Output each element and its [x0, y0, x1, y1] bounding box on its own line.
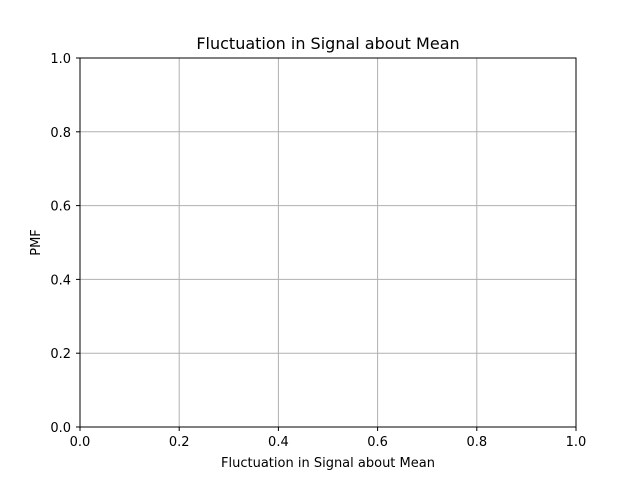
chart-title: Fluctuation in Signal about Mean [196, 34, 459, 53]
y-axis-label: PMF [29, 229, 44, 256]
grid-layer [79, 57, 577, 428]
x-tick-label: 0.8 [466, 435, 487, 450]
x-tick-label: 0.2 [169, 435, 190, 450]
x-tick-label: 1.0 [566, 435, 587, 450]
y-tick-label: 0.0 [50, 421, 71, 436]
y-tick-label: 0.2 [50, 347, 71, 362]
plot-frame [79, 57, 577, 428]
x-axis-label: Fluctuation in Signal about Mean [221, 456, 435, 471]
tick-layer: 0.0 0.2 0.4 0.6 0.8 1.0 0.0 0.2 0.4 0.6 0.8 1.0 [50, 52, 586, 450]
x-tick-label: 0.6 [367, 435, 388, 450]
y-tick-label: 0.6 [50, 200, 71, 215]
y-tick-label: 1.0 [50, 52, 71, 67]
y-tick-label: 0.4 [50, 273, 71, 288]
y-tick-label: 0.8 [50, 126, 71, 141]
x-tick-label: 0.0 [70, 435, 91, 450]
x-tick-label: 0.4 [268, 435, 289, 450]
plot-area [80, 58, 576, 427]
